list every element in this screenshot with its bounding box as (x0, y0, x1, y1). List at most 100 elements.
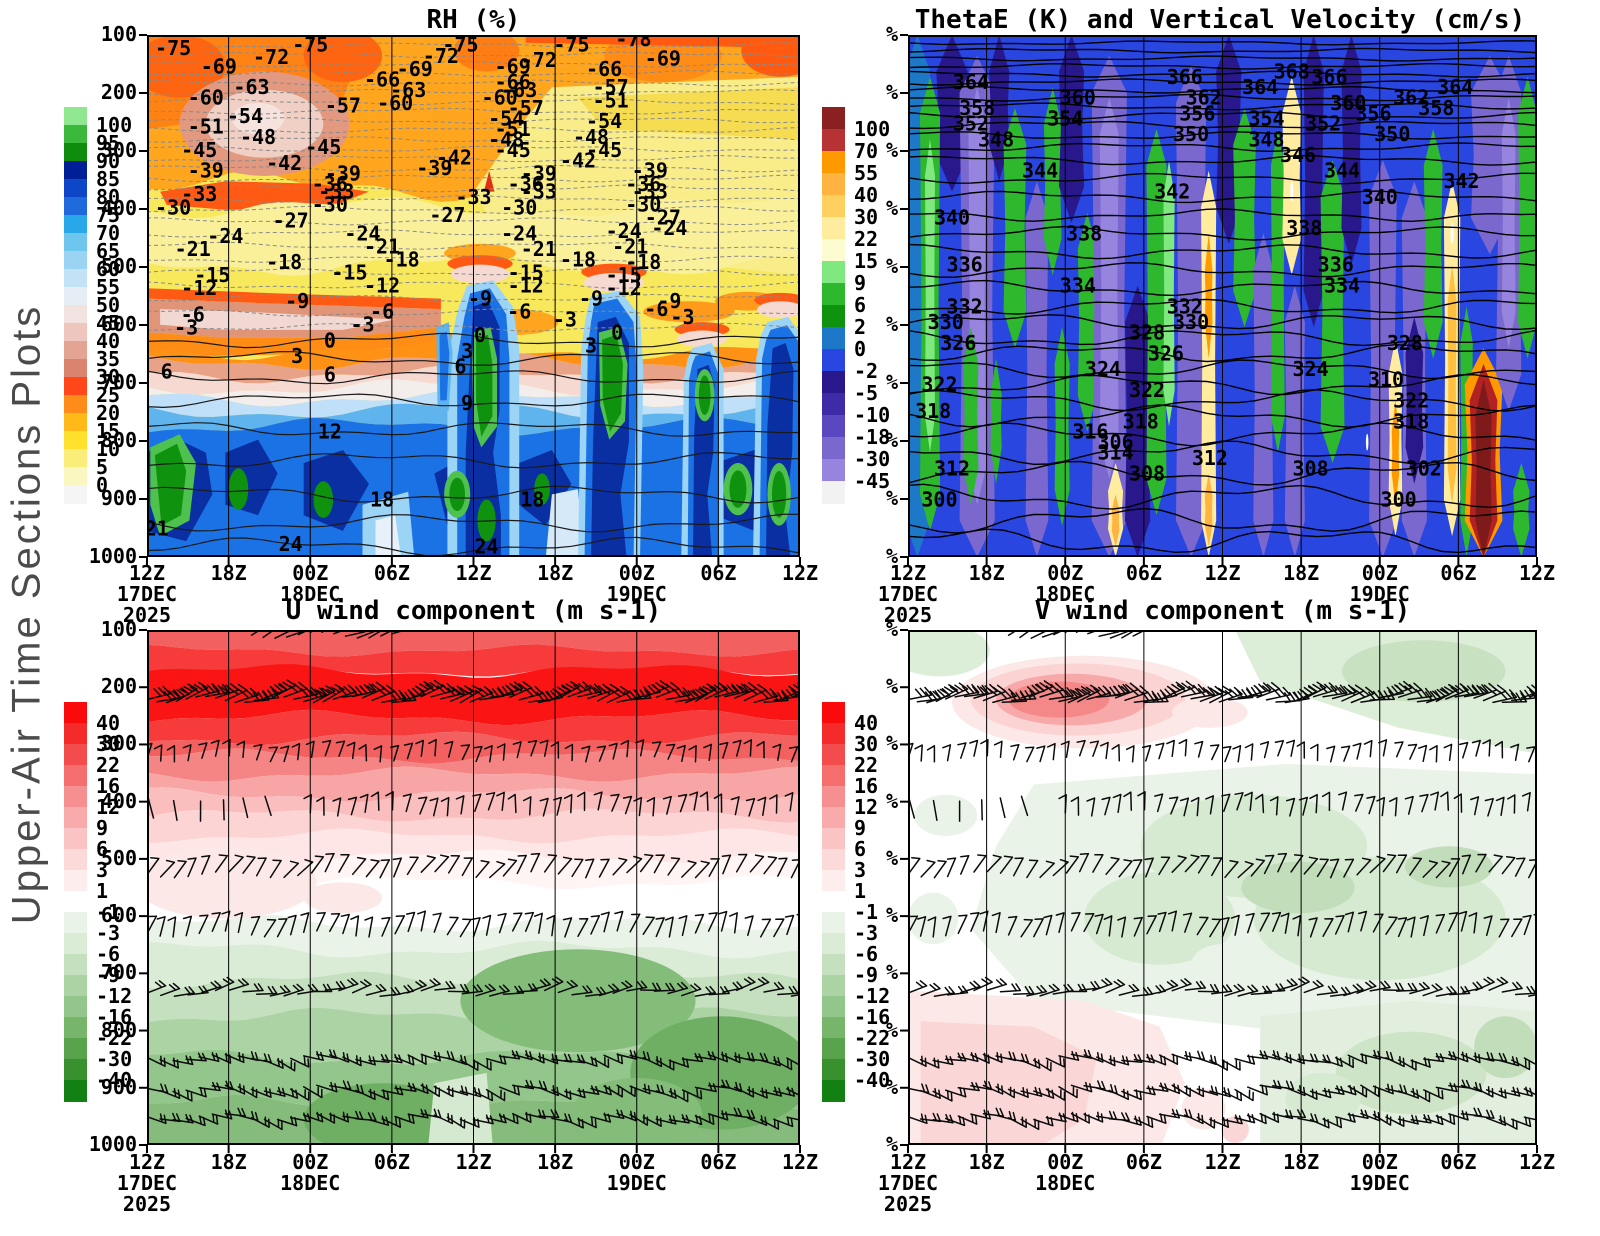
wind-barb (1326, 745, 1336, 763)
colorbar-label: 9 (854, 816, 867, 840)
wind-barb (1265, 686, 1291, 701)
contour-label: 364 (1242, 75, 1278, 99)
wind-barb (639, 853, 654, 873)
contour-label: 318 (915, 399, 951, 423)
wind-barb (1026, 984, 1048, 997)
wind-barb (242, 797, 249, 819)
wind-barb (562, 917, 573, 938)
wind-barb (1463, 684, 1490, 698)
wind-barb (1495, 796, 1505, 816)
contour-label: 6 (161, 360, 173, 384)
plot-border (147, 630, 800, 1145)
wind-barb (684, 686, 709, 704)
wind-barb (577, 918, 589, 937)
wind-barb (482, 914, 492, 936)
x-axis-label: 18Z (210, 1150, 247, 1174)
wind-barb (635, 739, 645, 757)
wind-barb (1483, 915, 1493, 937)
x-axis-label: 12Z (455, 1150, 492, 1174)
wind-barb (629, 913, 641, 933)
wind-barb (287, 914, 297, 936)
wind-barb (244, 691, 270, 704)
x-axis-label: 12Z (889, 561, 927, 585)
wind-barb (508, 681, 533, 699)
wind-barb (1168, 796, 1179, 815)
wind-barb (676, 744, 686, 763)
colorbar-segment (822, 129, 845, 152)
y-axis-label: % (885, 428, 898, 452)
contour-label: -54 (586, 109, 622, 133)
y-axis-label: % (885, 903, 898, 928)
wind-barb (250, 630, 262, 636)
contour-fill-region (914, 794, 978, 836)
wind-barb (402, 793, 412, 813)
x-axis-date-label: 18DEC (280, 1171, 341, 1195)
wind-barb (165, 687, 190, 704)
colorbar-label: 6 (854, 293, 867, 317)
wind-barb (211, 912, 221, 932)
wind-barb (182, 915, 193, 937)
colorbar-label: 40 (96, 329, 121, 353)
x-axis-date-label: 2025 (122, 1192, 172, 1216)
wind-barb (596, 683, 620, 702)
colorbar-segment (822, 437, 845, 460)
contour-label: -6 (181, 302, 205, 326)
wind-barb (946, 857, 957, 878)
wind-barb (1070, 796, 1080, 816)
wind-barb (1152, 687, 1178, 702)
wind-barb (198, 742, 208, 759)
colorbar-segment (822, 349, 845, 372)
wind-barb (760, 1118, 780, 1130)
colorbar-label: -45 (854, 469, 891, 493)
wind-barb (732, 739, 742, 757)
wind-barb (993, 740, 1003, 759)
contour-fill-column (1320, 160, 1345, 464)
colorbar-label: -3 (96, 921, 121, 945)
wind-barb (1269, 796, 1279, 816)
contour-label: 330 (928, 310, 964, 334)
wind-barb (694, 683, 717, 703)
contour-label: 310 (1368, 368, 1404, 392)
contour-label: -15 (331, 261, 367, 285)
x-axis-date-label: 2025 (883, 603, 933, 627)
contour-label: -24 (501, 221, 537, 245)
wind-barb (428, 738, 437, 757)
colorbar-label: -22 (96, 1026, 133, 1050)
wind-barb (1105, 683, 1131, 698)
contour-label: -24 (344, 221, 380, 245)
x-axis-label: 18Z (537, 1150, 574, 1174)
wind-barb (359, 793, 369, 814)
wind-barb (329, 913, 341, 933)
contour-fill-region (771, 470, 787, 518)
wind-barb (316, 911, 326, 932)
wind-barb (1039, 860, 1055, 879)
contour-label: -69 (397, 57, 433, 81)
wind-barb (1166, 739, 1175, 758)
colorbar-label: 16 (854, 774, 879, 798)
wind-barb (1510, 743, 1520, 761)
contour-label: 18 (520, 488, 544, 512)
wind-barb (175, 683, 198, 703)
contour-label: -6 (507, 300, 531, 324)
wind-barb (1310, 743, 1319, 762)
contour-label: -63 (390, 78, 426, 102)
colorbar-label: 9 (96, 816, 109, 840)
wind-barb (1255, 793, 1265, 814)
colorbar-label: -1 (96, 900, 121, 924)
colorbar-label: 70 (96, 221, 121, 245)
contour-fill-region (147, 35, 226, 98)
colorbar-segment (64, 828, 87, 850)
wind-barb (1039, 682, 1064, 698)
contour-line (147, 107, 800, 115)
contour-label: -18 (384, 247, 420, 271)
wind-barb (645, 680, 670, 698)
colorbar-label: 75 (96, 203, 121, 227)
wind-barb (942, 744, 952, 762)
wind-barb (340, 913, 350, 935)
contour-fill-region (303, 1083, 461, 1145)
contour-label: 326 (940, 331, 976, 355)
colorbar-segment (822, 975, 845, 997)
contour-line (147, 79, 800, 87)
contour-fill-region (147, 327, 461, 356)
